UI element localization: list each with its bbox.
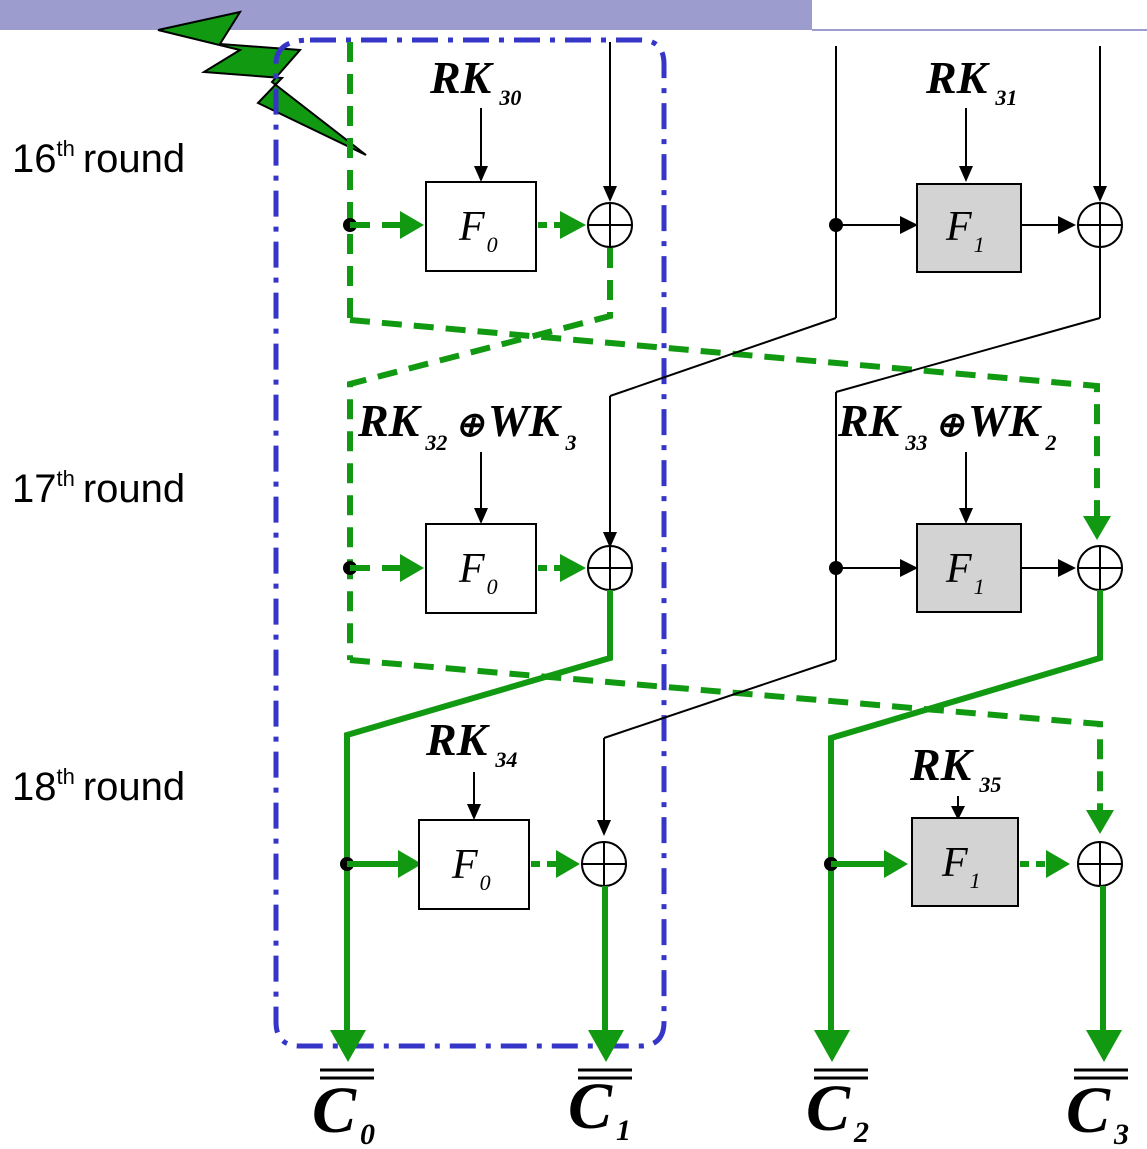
f0-box [425,181,537,272]
f1-label: F1 [945,204,985,257]
f1-box [916,523,1022,613]
f1-label: F1 [945,546,985,599]
subkey-rk35: RK 35 [909,739,1001,797]
subkey-rk31: RK 31 [925,52,1017,110]
f0-label: F0 [451,842,491,895]
f1-box [916,183,1022,273]
round-17: RK 32 ⊕WK 3 F0 RK 33 ⊕WK 2 F1 [343,395,1123,1034]
f0-label: F0 [458,546,498,599]
round-label-18: 18th round [12,764,185,809]
subkey-rk34: RK 34 [425,714,517,772]
round-label-17: 17th round [12,466,185,511]
output-arrows [330,1030,1122,1062]
round-label-16: 16th round [12,136,185,181]
analyzed-region-outline [273,37,667,1049]
f1-box [911,817,1019,907]
subkey-rk30: RK 30 [429,52,521,110]
f0-box [425,523,537,614]
header-bar [0,0,812,30]
f1-label: F1 [941,840,981,893]
subkey-rk32: RK 32 ⊕WK 3 [357,395,576,455]
round-18: RK 34 F0 RK 35 F1 [340,714,1123,1034]
fault-bolt-icon [157,10,367,156]
round-16: RK 30 F0 RK 31 F1 [343,42,1123,660]
f0-label: F0 [458,204,498,257]
f0-box [418,819,530,910]
subkey-rk33: RK 33 ⊕WK 2 [837,395,1056,455]
